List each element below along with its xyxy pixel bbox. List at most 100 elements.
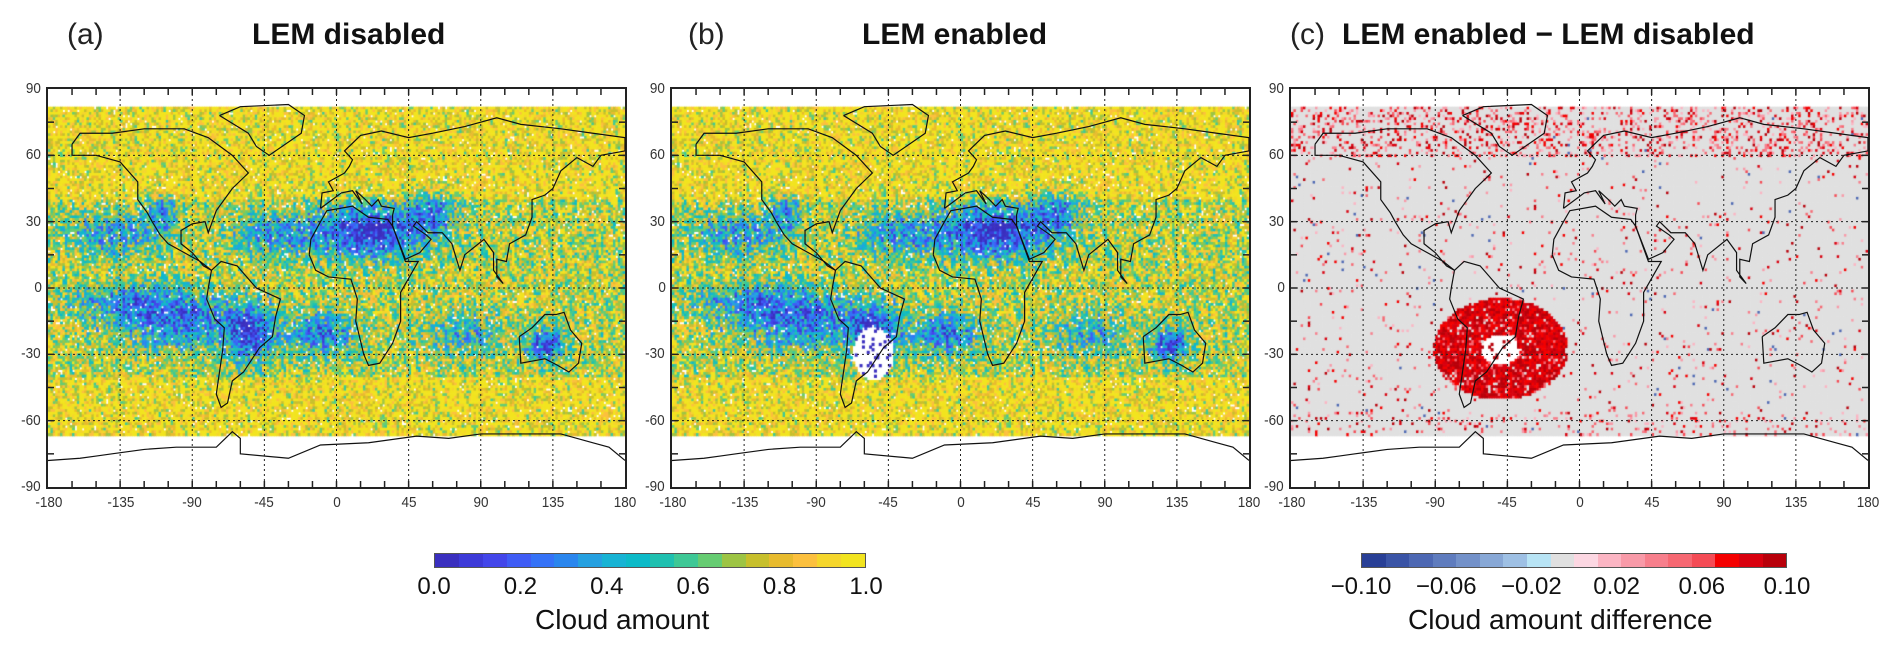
colorbar-tick-label: 0.02 — [1593, 573, 1640, 600]
colorbar-swatch — [1479, 554, 1504, 567]
map-overlay — [671, 89, 1250, 487]
colorbar-swatch — [650, 554, 674, 567]
colorbar-swatch — [1409, 554, 1433, 567]
colorbar-swatch — [1691, 554, 1716, 567]
lat-tick-label: 90 — [650, 80, 666, 97]
colorbar-swatch — [673, 554, 698, 567]
colorbar-label: Cloud amount — [535, 604, 710, 635]
lon-tick-label: -135 — [107, 494, 135, 511]
lon-tick-label: 180 — [1856, 494, 1880, 511]
map-plot — [1289, 87, 1870, 489]
panel-tag: (b) — [688, 18, 725, 51]
lat-tick-label: 90 — [26, 80, 42, 97]
lon-tick-label: 45 — [1644, 494, 1660, 511]
lon-tick-label: -180 — [35, 494, 63, 511]
lat-tick-label: 0 — [34, 279, 42, 296]
colorbar-swatch — [506, 554, 531, 567]
colorbar-swatch — [1362, 554, 1386, 567]
colorbar-swatch — [745, 554, 770, 567]
lat-tick-label: 30 — [26, 212, 42, 230]
colorbar-swatch — [482, 554, 507, 567]
colorbar-swatch — [458, 554, 483, 567]
lon-tick-label: 180 — [613, 494, 637, 511]
coastline — [671, 430, 1250, 462]
colorbar-swatch — [793, 554, 818, 567]
coastline — [1142, 311, 1207, 373]
coastline — [1551, 205, 1663, 367]
colorbar-swatch — [1762, 554, 1787, 567]
colorbar-swatch — [1739, 554, 1763, 567]
coastline — [943, 117, 1250, 284]
map-overlay — [47, 89, 626, 487]
colorbar-tick-label: 0.8 — [762, 573, 797, 600]
lon-tick-label: 0 — [956, 494, 965, 511]
map-plot — [46, 87, 627, 489]
lon-tick-label: -90 — [806, 494, 827, 511]
coastline — [319, 117, 626, 284]
lat-tick-label: 60 — [26, 146, 42, 164]
colorbar-swatch — [626, 554, 651, 567]
coastline — [843, 103, 930, 157]
colorbar-swatch — [578, 554, 603, 567]
colorbar-swatch — [1432, 554, 1457, 567]
colorbar-tick-label: 0.4 — [590, 573, 624, 600]
colorbar-swatch — [1668, 554, 1692, 567]
panel-title: LEM enabled − LEM disabled — [1342, 18, 1755, 51]
lat-tick-label: -60 — [1264, 411, 1284, 429]
panel-title: LEM disabled — [252, 18, 446, 51]
colorbar-tick-label: 0.10 — [1763, 573, 1811, 600]
lat-tick-label: -30 — [21, 345, 41, 363]
colorbar-swatch — [1715, 554, 1739, 567]
lon-tick-label: -135 — [1350, 494, 1378, 511]
lon-tick-label: 90 — [473, 494, 489, 511]
colorbar-tick-label: 0.6 — [676, 573, 710, 600]
lat-tick-label: -60 — [21, 411, 41, 429]
map-plot — [670, 87, 1251, 489]
map-overlay — [1290, 89, 1869, 487]
lon-tick-label: -180 — [1278, 494, 1306, 511]
lon-tick-label: 0 — [332, 494, 341, 511]
lon-tick-label: -180 — [659, 494, 687, 511]
coastline — [1449, 260, 1525, 409]
lon-tick-label: 135 — [1165, 494, 1189, 511]
lat-tick-label: 0 — [1277, 279, 1285, 296]
lat-tick-label: 60 — [1269, 146, 1285, 164]
colorbar-swatch — [530, 554, 555, 567]
coastline — [1761, 311, 1826, 373]
colorbar-tick-label: −0.10 — [1330, 573, 1392, 600]
lat-tick-label: 30 — [650, 212, 666, 230]
lon-tick-label: 0 — [1575, 494, 1584, 511]
coastline — [1462, 103, 1549, 157]
coastline — [1290, 430, 1869, 462]
lon-tick-label: 180 — [1237, 494, 1261, 511]
lat-tick-label: 30 — [1269, 212, 1285, 230]
colorbar-label: Cloud amount difference — [1408, 604, 1713, 635]
coastline — [1562, 117, 1869, 284]
colorbar-cloud-amount — [434, 553, 866, 568]
lon-tick-label: 135 — [1784, 494, 1808, 511]
coastline — [932, 205, 1044, 367]
coastline — [1314, 128, 1493, 271]
colorbar-tick-label: 0.06 — [1678, 573, 1726, 600]
colorbar-swatch — [1385, 554, 1410, 567]
lat-tick-label: -90 — [645, 478, 665, 495]
lon-tick-label: -135 — [731, 494, 759, 511]
colorbar-tick-label: −0.02 — [1501, 573, 1562, 600]
panel-tag: (a) — [67, 18, 104, 51]
colorbar-swatch — [1597, 554, 1622, 567]
lat-tick-label: 90 — [1269, 80, 1285, 97]
lat-tick-label: 0 — [658, 279, 666, 296]
panel-tag: (c) — [1290, 18, 1325, 51]
colorbar-swatch — [1644, 554, 1669, 567]
colorbar-tick-label: 0.2 — [503, 573, 538, 600]
coastline — [71, 128, 250, 271]
lon-tick-label: -90 — [1425, 494, 1446, 511]
coastline — [695, 128, 874, 271]
colorbar-difference — [1361, 553, 1787, 568]
lon-tick-label: -45 — [1497, 494, 1518, 511]
lon-tick-label: -45 — [254, 494, 275, 511]
lat-tick-label: -30 — [645, 345, 665, 363]
lon-tick-label: 45 — [401, 494, 417, 511]
lon-tick-label: 135 — [541, 494, 565, 511]
colorbar-swatch — [1456, 554, 1480, 567]
